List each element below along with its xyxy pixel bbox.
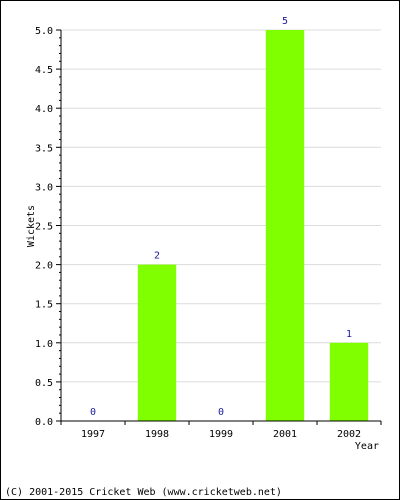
y-tick-labels: 0.0 0.5 1.0 1.5 2.0 2.5 3.0 3.5 4.0 4.5 5.0 — [35, 26, 53, 428]
y-tick-label: 4.0 — [35, 104, 53, 115]
bar — [265, 30, 305, 421]
y-tick-label: 0.0 — [35, 417, 53, 428]
x-tick-label: 2001 — [273, 429, 297, 440]
x-tick-label: 1999 — [209, 429, 233, 440]
y-tick-label: 2.5 — [35, 222, 53, 233]
x-tick-label: 1997 — [81, 429, 105, 440]
x-axis-label: Year — [355, 441, 379, 452]
y-tick-label: 0.5 — [35, 378, 53, 389]
y-tick-label: 1.5 — [35, 300, 53, 311]
y-axis-label: Wickets — [26, 205, 37, 247]
x-tick-label: 1998 — [145, 429, 169, 440]
y-tick-label: 5.0 — [35, 26, 53, 37]
data-label: 1 — [346, 329, 352, 340]
bars — [137, 30, 369, 421]
data-label: 5 — [282, 16, 288, 27]
copyright-footer: (C) 2001-2015 Cricket Web (www.cricketwe… — [5, 487, 282, 498]
data-label: 0 — [90, 407, 96, 418]
y-tick-label: 3.5 — [35, 143, 53, 154]
y-tick-label: 2.0 — [35, 261, 53, 272]
axes — [60, 30, 381, 422]
x-tick-label: 2002 — [337, 429, 361, 440]
data-label: 2 — [154, 251, 160, 262]
data-labels: 0 2 0 5 1 — [90, 16, 352, 418]
data-label: 0 — [218, 407, 224, 418]
bar — [329, 342, 369, 421]
x-tick-labels: 1997 1998 1999 2001 2002 — [60, 421, 382, 440]
grid-lines — [56, 29, 381, 422]
bar — [137, 264, 177, 421]
y-tick-label: 1.0 — [35, 339, 53, 350]
y-tick-label: 4.5 — [35, 65, 53, 76]
y-tick-label: 3.0 — [35, 182, 53, 193]
